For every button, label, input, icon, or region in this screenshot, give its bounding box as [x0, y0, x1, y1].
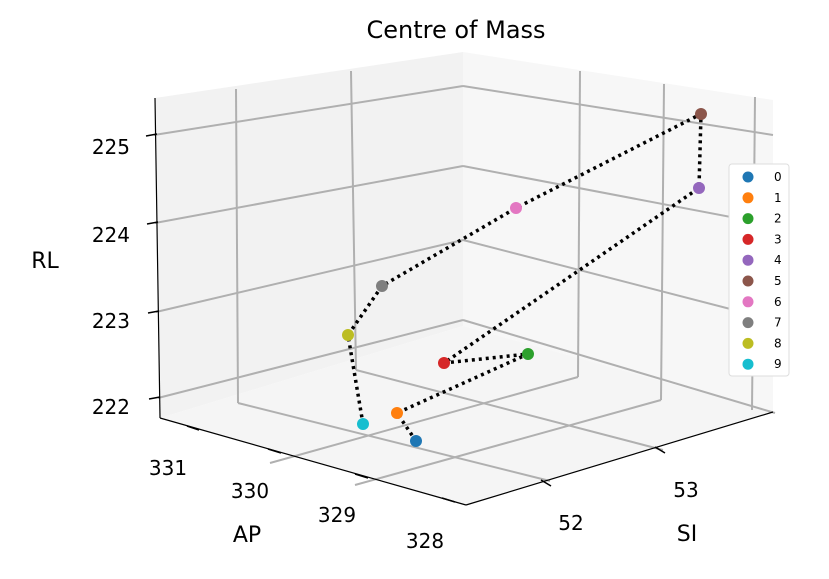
point-0	[410, 435, 422, 447]
legend: 0 1 2 3 4 5 6 7 8 9	[728, 163, 790, 377]
legend-label-0: 0	[774, 170, 782, 184]
point-7	[376, 280, 388, 292]
legend-label-6: 6	[774, 295, 782, 309]
x-tick-label: 52	[558, 511, 583, 535]
point-3	[438, 357, 450, 369]
legend-marker-3	[742, 233, 754, 245]
z-tick-label: 224	[92, 223, 130, 247]
legend-marker-8	[742, 337, 754, 349]
y-tick-label: 331	[149, 456, 187, 480]
point-9	[357, 418, 369, 430]
legend-marker-7	[742, 317, 754, 329]
floor-pane	[160, 326, 773, 505]
legend-marker-6	[742, 296, 754, 308]
legend-label-5: 5	[774, 274, 782, 288]
legend-marker-4	[742, 254, 754, 266]
z-tick-label: 225	[92, 135, 130, 159]
legend-label-2: 2	[774, 212, 782, 226]
point-2	[522, 348, 534, 360]
trajectory	[346, 111, 703, 442]
point-4	[693, 182, 705, 194]
legend-label-8: 8	[774, 336, 782, 350]
legend-label-3: 3	[774, 232, 782, 246]
point-6	[510, 202, 522, 214]
y-axis-label: AP	[233, 523, 261, 548]
z-axis-label: RL	[31, 249, 59, 274]
point-1	[391, 407, 403, 419]
right-pane	[463, 52, 773, 412]
x-tick-label: 53	[673, 478, 698, 502]
legend-label-9: 9	[774, 357, 782, 371]
legend-marker-2	[742, 213, 754, 225]
z-tick-label: 223	[92, 309, 130, 333]
legend-label-1: 1	[774, 191, 782, 205]
axis-lines	[154, 97, 774, 506]
data-points	[342, 108, 707, 447]
legend-label-7: 7	[774, 316, 782, 330]
z-tick-label: 222	[92, 395, 130, 419]
legend-marker-0	[742, 171, 754, 183]
y-tick-label: 329	[318, 503, 356, 527]
point-5	[695, 108, 707, 120]
left-pane	[155, 52, 463, 418]
y-tick-label: 330	[231, 479, 269, 503]
y-tick-label: 328	[406, 529, 444, 553]
legend-marker-9	[742, 358, 754, 370]
chart-title: Centre of Mass	[366, 16, 545, 44]
tick-marks	[145, 133, 666, 503]
trajectory-line	[346, 111, 703, 442]
legend-marker-5	[742, 275, 754, 287]
legend-label-4: 4	[774, 253, 782, 267]
legend-marker-1	[742, 192, 754, 204]
point-8	[342, 329, 354, 341]
x-axis-label: SI	[677, 522, 697, 547]
tick-labels: 222 223 224 225 328 329 330 331 52 53	[92, 135, 699, 553]
gridlines	[153, 70, 776, 486]
